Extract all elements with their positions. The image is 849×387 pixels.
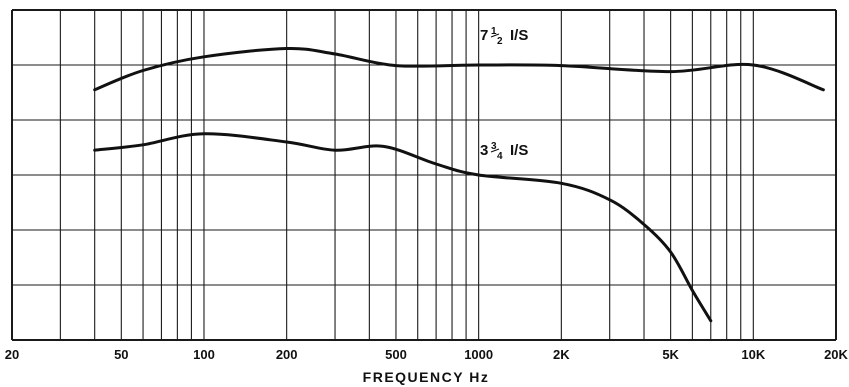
x-tick-label: 50 — [114, 347, 128, 362]
series-label-whole: 3 — [480, 142, 488, 159]
x-tick-label: 100 — [193, 347, 215, 362]
x-tick-label: 5K — [662, 347, 679, 362]
x-axis-title: FREQUENCY Hz — [363, 369, 490, 385]
x-tick-labels: 20 50 100 200 500 1000 2K 5K 10K 20K — [5, 347, 849, 362]
series-label-1: 7 12 I/S — [480, 26, 528, 47]
fraction-bar — [490, 148, 500, 153]
series-label-whole: 7 — [480, 27, 488, 44]
series-label-numerator: 1 — [491, 26, 497, 37]
x-tick-label: 500 — [385, 347, 407, 362]
x-tick-label: 1000 — [464, 347, 493, 362]
x-tick-label: 20 — [5, 347, 19, 362]
series-line-2 — [93, 132, 713, 323]
grid — [11, 9, 837, 341]
series-label-2: 3 34 I/S — [480, 141, 528, 162]
x-tick-label: 200 — [276, 347, 298, 362]
series-labels: 7 12 I/S 3 34 I/S — [480, 26, 528, 162]
series-label-unit: I/S — [510, 27, 528, 44]
fraction-bar — [490, 33, 500, 38]
series-label-numerator: 3 — [491, 141, 497, 152]
x-tick-label: 20K — [824, 347, 848, 362]
series-label-unit: I/S — [510, 142, 528, 159]
series-curves — [93, 46, 825, 323]
x-tick-label: 10K — [741, 347, 765, 362]
x-tick-label: 2K — [553, 347, 570, 362]
series-line-1 — [93, 46, 825, 92]
series-label-denominator: 4 — [497, 151, 503, 162]
series-label-denominator: 2 — [497, 36, 503, 47]
